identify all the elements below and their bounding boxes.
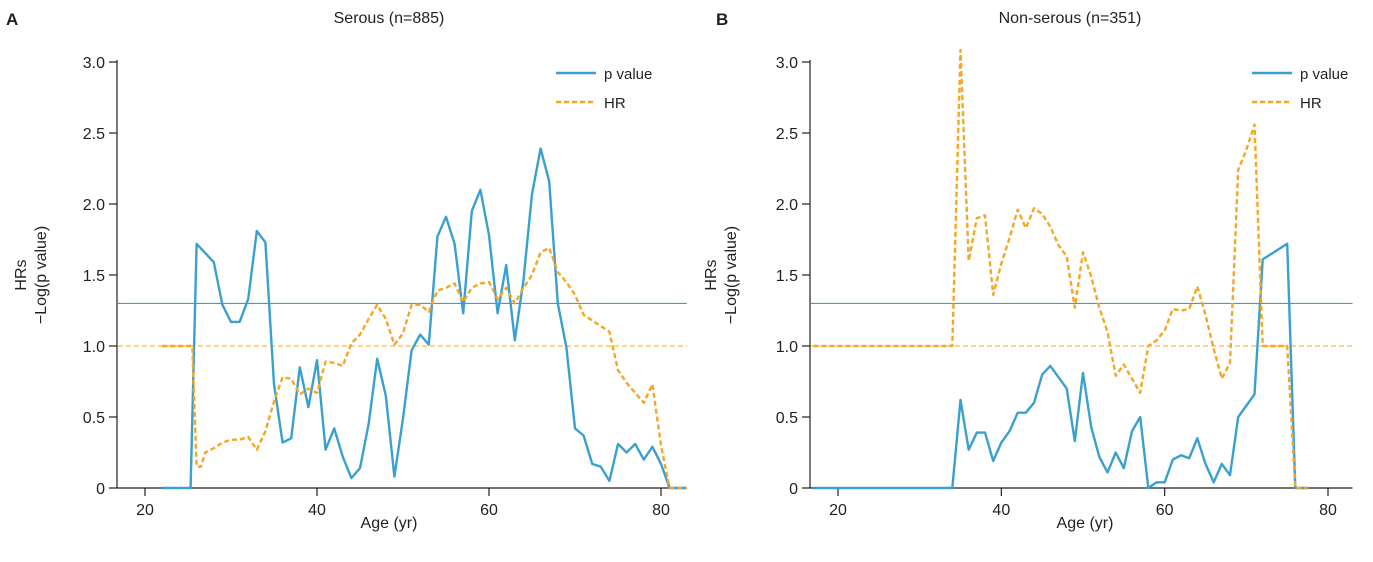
panel-a: A Serous (n=885) HRs −Log(p value) Age (… (6, 10, 687, 532)
panel-a-ytick-label: 1.0 (83, 339, 105, 356)
panel-b-xtick-label: 80 (1319, 502, 1337, 519)
panel-a-title: Serous (n=885) (334, 10, 445, 27)
panel-b-ylabel-hrs: HRs (703, 259, 720, 290)
panel-a-ylabel-logp: −Log(p value) (33, 226, 50, 324)
panel-b: B Non-serous (n=351) HRs −Log(p value) A… (703, 10, 1353, 532)
panel-a-plot: 0 0.5 1.0 1.5 2.0 2.5 3.0 20 40 60 80 (83, 55, 687, 519)
panel-a-series-hr (162, 246, 687, 490)
panel-a-series-p-value (162, 147, 687, 490)
panel-a-ytick-label: 1.5 (83, 268, 105, 285)
panel-a-letter: A (6, 10, 18, 29)
panel-a-xtick-label: 40 (308, 502, 326, 519)
panel-a-legend-label: p value (604, 66, 652, 83)
panel-b-ytick-label: 0.5 (776, 410, 798, 427)
panel-b-xtick-label: 60 (1156, 502, 1174, 519)
panel-a-ytick-label: 0 (96, 481, 105, 498)
panel-b-ylabel-logp: −Log(p value) (723, 226, 740, 324)
panel-a-ylabel-hrs: HRs (13, 259, 30, 290)
panel-b-ylabel: HRs −Log(p value) (703, 226, 740, 324)
panel-a-ytick-label: 2.0 (83, 197, 105, 214)
panel-a-ytick-label: 2.5 (83, 126, 105, 143)
panel-b-ytick-label: 3.0 (776, 55, 798, 72)
panel-a-xtick-label: 60 (480, 502, 498, 519)
panel-a-ytick-label: 0.5 (83, 410, 105, 427)
panel-a-legend-label: HR (604, 95, 626, 112)
panel-b-xlabel: Age (yr) (1057, 515, 1114, 532)
panel-b-legend: p value HR (1252, 66, 1348, 112)
panel-b-ytick-label: 1.5 (776, 268, 798, 285)
panel-a-ytick-label: 3.0 (83, 55, 105, 72)
panel-a-xtick-label: 20 (136, 502, 154, 519)
panel-b-xtick-label: 40 (992, 502, 1010, 519)
panel-a-ylabel: HRs −Log(p value) (13, 226, 50, 324)
panel-b-ytick-label: 0 (789, 481, 798, 498)
panel-b-ytick-label: 2.0 (776, 197, 798, 214)
panel-b-series-p-value (813, 242, 1308, 490)
panel-b-legend-label: HR (1300, 95, 1322, 112)
panel-a-xtick-label: 80 (652, 502, 670, 519)
panel-b-xtick-label: 20 (829, 502, 847, 519)
panel-b-letter: B (716, 10, 728, 29)
panel-b-legend-label: p value (1300, 66, 1348, 83)
panel-b-ytick-label: 2.5 (776, 126, 798, 143)
panel-b-series-hr (813, 48, 1308, 490)
panel-a-xlabel: Age (yr) (361, 515, 418, 532)
panel-b-title: Non-serous (n=351) (999, 10, 1142, 27)
panel-b-plot: 0 0.5 1.0 1.5 2.0 2.5 3.0 20 40 60 80 (776, 48, 1353, 519)
panel-a-legend: p value HR (556, 66, 652, 112)
panel-b-ytick-label: 1.0 (776, 339, 798, 356)
